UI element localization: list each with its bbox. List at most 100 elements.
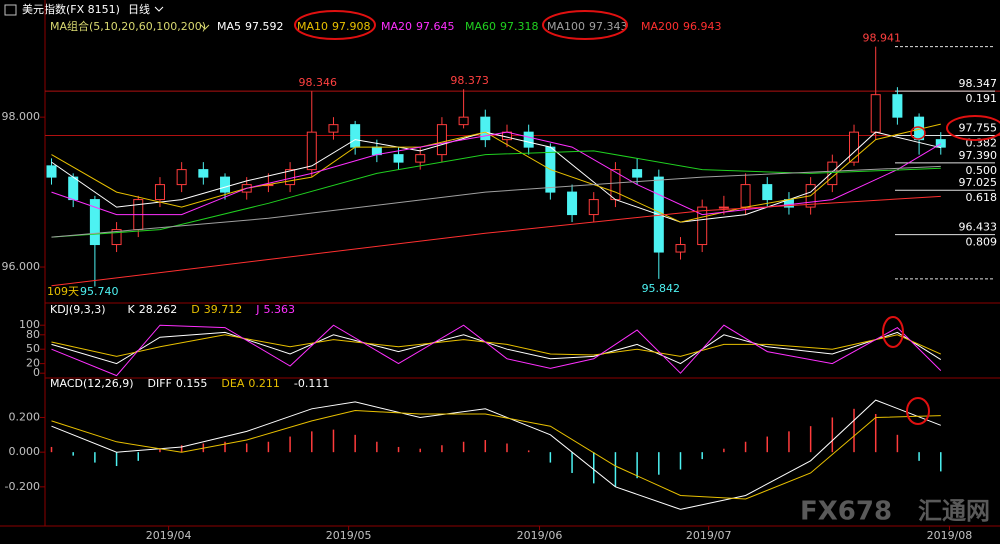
high-annotation: 98.346 bbox=[299, 76, 338, 89]
ma-combo[interactable]: MA组合(5,10,20,60,100,200) bbox=[50, 19, 206, 33]
candle-body bbox=[870, 94, 881, 133]
legend-name: J bbox=[255, 303, 259, 316]
indicator-line bbox=[51, 165, 941, 238]
watermark-brand: FX678 bbox=[800, 497, 892, 527]
candle-body bbox=[393, 154, 404, 163]
legend-value: -0.111 bbox=[294, 377, 329, 390]
candle-body bbox=[458, 116, 469, 126]
highlight-circle bbox=[906, 397, 930, 425]
legend-value: 97.645 bbox=[416, 20, 455, 33]
ma-legend: MA5 97.592 bbox=[217, 20, 284, 33]
candle-body bbox=[935, 139, 946, 148]
panel-legend: KDJ(9,3,3) K 28.262 D 39.712 J 5.363 bbox=[50, 303, 295, 316]
candle-body bbox=[827, 161, 838, 186]
candle-body bbox=[176, 169, 187, 186]
legend-value: 96.943 bbox=[683, 20, 722, 33]
candle-body bbox=[350, 124, 361, 148]
candle-body bbox=[198, 169, 209, 178]
candle-body bbox=[697, 206, 708, 246]
y-tick-label: 0.200 bbox=[9, 410, 41, 423]
fib-price: 97.755 bbox=[959, 122, 998, 135]
ma-legend: MA200 96.943 bbox=[641, 20, 722, 33]
indicator-line bbox=[51, 399, 941, 510]
low-annotation: 95.842 bbox=[642, 282, 681, 295]
candle-body bbox=[89, 199, 100, 246]
candle-body bbox=[588, 199, 599, 216]
indicator-line bbox=[51, 150, 941, 238]
candle-body bbox=[415, 154, 426, 163]
candle-body bbox=[675, 244, 686, 253]
candle-body bbox=[306, 131, 317, 171]
indicator-line bbox=[51, 409, 941, 500]
candle-body bbox=[328, 124, 339, 133]
legend-value: 39.712 bbox=[204, 303, 243, 316]
legend-name: MA5 bbox=[217, 20, 241, 33]
highlight-circle bbox=[882, 316, 904, 348]
y-tick-label: 0 bbox=[33, 366, 40, 379]
y-tick-label: 98.000 bbox=[2, 110, 41, 123]
highlight-circle bbox=[294, 10, 376, 40]
legend-name: K bbox=[128, 303, 136, 316]
legend-name: DEA bbox=[221, 377, 244, 390]
ma-legend: MA10 97.908 bbox=[297, 20, 371, 33]
candle-body bbox=[892, 94, 903, 118]
highlight-circle bbox=[946, 115, 1000, 141]
dropdown-arrow[interactable] bbox=[154, 6, 164, 12]
x-tick-label: 2019/06 bbox=[517, 529, 563, 542]
fib-ratio: 0.618 bbox=[966, 191, 998, 204]
legend-value: 0.211 bbox=[248, 377, 280, 390]
legend-value: 97.343 bbox=[589, 20, 628, 33]
legend-name: D bbox=[191, 303, 199, 316]
low-note: 109天 bbox=[47, 285, 79, 298]
candle-body bbox=[523, 131, 534, 148]
candle-body bbox=[849, 131, 860, 163]
legend-name: MA10 bbox=[297, 20, 328, 33]
candle-body bbox=[718, 206, 729, 209]
ma-legend: MA60 97.318 bbox=[465, 20, 539, 33]
legend-value: 5.363 bbox=[263, 303, 295, 316]
candle-body bbox=[154, 184, 165, 201]
fib-ratio: 0.809 bbox=[966, 236, 998, 249]
fib-ratio: 0.500 bbox=[966, 164, 998, 177]
indicator-line bbox=[51, 123, 941, 223]
legend-value: 97.908 bbox=[332, 20, 371, 33]
y-tick-label: 50 bbox=[26, 342, 40, 355]
candle-body bbox=[371, 146, 382, 156]
candle-body bbox=[480, 116, 491, 141]
y-tick-label: 80 bbox=[26, 328, 40, 341]
high-annotation: 98.373 bbox=[450, 74, 489, 87]
panel-legend: MACD(12,26,9) DIFF 0.155 DEA 0.211 -0.111 bbox=[50, 377, 329, 390]
candle-body bbox=[436, 124, 447, 156]
x-tick-label: 2019/04 bbox=[146, 529, 192, 542]
panel-title[interactable]: KDJ(9,3,3) bbox=[50, 303, 106, 316]
dropdown-arrow[interactable] bbox=[200, 24, 210, 30]
y-tick-label: 20 bbox=[26, 357, 40, 370]
fib-price: 97.025 bbox=[959, 176, 998, 189]
candle-body bbox=[220, 176, 231, 193]
legend-value: 97.592 bbox=[245, 20, 284, 33]
legend-name: MA100 bbox=[547, 20, 585, 33]
symbol-title[interactable]: 美元指数(FX 8151) bbox=[22, 2, 120, 16]
candle-body bbox=[567, 191, 578, 216]
legend-name: MA60 bbox=[465, 20, 496, 33]
ma-legend: MA20 97.645 bbox=[381, 20, 455, 33]
indicator-line bbox=[51, 131, 942, 216]
fib-price: 97.390 bbox=[959, 149, 998, 162]
legend-value: 0.155 bbox=[176, 377, 208, 390]
candle-body bbox=[632, 169, 643, 178]
low-annotation: 95.740 bbox=[80, 285, 119, 298]
legend-name: MA200 bbox=[641, 20, 679, 33]
period-selector[interactable]: 日线 bbox=[128, 2, 150, 16]
panel-title[interactable]: MACD(12,26,9) bbox=[50, 377, 134, 390]
y-tick-label: 96.000 bbox=[2, 260, 41, 273]
legend-value: 28.262 bbox=[139, 303, 178, 316]
highlight-circle bbox=[542, 10, 628, 40]
high-annotation: 98.941 bbox=[862, 32, 901, 45]
fib-price: 98.347 bbox=[959, 77, 998, 90]
x-tick-label: 2019/08 bbox=[927, 529, 973, 542]
candle-body bbox=[111, 229, 122, 246]
watermark-name: 汇通网 bbox=[918, 497, 990, 525]
indicator-line bbox=[51, 195, 941, 287]
